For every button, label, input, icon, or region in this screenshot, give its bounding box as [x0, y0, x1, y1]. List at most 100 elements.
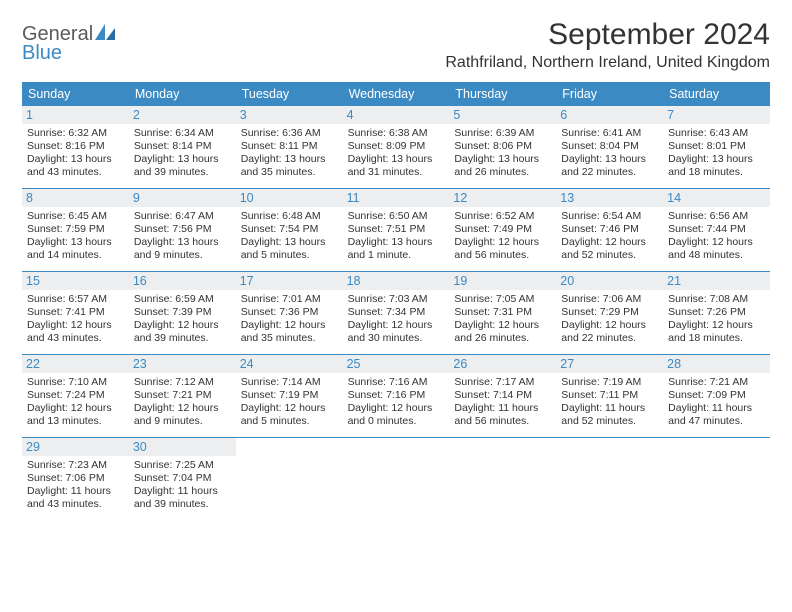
- calendar-cell: 1Sunrise: 6:32 AMSunset: 8:16 PMDaylight…: [22, 106, 129, 188]
- date-number: 6: [556, 106, 663, 124]
- calendar-week: 1Sunrise: 6:32 AMSunset: 8:16 PMDaylight…: [22, 106, 770, 189]
- daylight-text: Daylight: 12 hours and 48 minutes.: [668, 236, 765, 262]
- date-number: 11: [343, 189, 450, 207]
- sunset-text: Sunset: 7:16 PM: [348, 389, 445, 402]
- sunrise-text: Sunrise: 7:12 AM: [134, 376, 231, 389]
- sunrise-text: Sunrise: 7:23 AM: [27, 459, 124, 472]
- weekday-label: Wednesday: [343, 82, 450, 106]
- daylight-text: Daylight: 11 hours and 52 minutes.: [561, 402, 658, 428]
- calendar-cell: 11Sunrise: 6:50 AMSunset: 7:51 PMDayligh…: [343, 189, 450, 271]
- sunset-text: Sunset: 7:34 PM: [348, 306, 445, 319]
- calendar-cell: .: [449, 438, 556, 520]
- sunrise-text: Sunrise: 6:36 AM: [241, 127, 338, 140]
- date-number: 26: [449, 355, 556, 373]
- location-subtitle: Rathfriland, Northern Ireland, United Ki…: [445, 54, 770, 72]
- weekday-label: Tuesday: [236, 82, 343, 106]
- calendar-week: 8Sunrise: 6:45 AMSunset: 7:59 PMDaylight…: [22, 189, 770, 272]
- calendar-cell: 6Sunrise: 6:41 AMSunset: 8:04 PMDaylight…: [556, 106, 663, 188]
- sunrise-text: Sunrise: 6:39 AM: [454, 127, 551, 140]
- calendar-cell: .: [663, 438, 770, 520]
- calendar-cell: 27Sunrise: 7:19 AMSunset: 7:11 PMDayligh…: [556, 355, 663, 437]
- date-number: 25: [343, 355, 450, 373]
- sunset-text: Sunset: 8:16 PM: [27, 140, 124, 153]
- daylight-text: Daylight: 13 hours and 31 minutes.: [348, 153, 445, 179]
- calendar-cell: 26Sunrise: 7:17 AMSunset: 7:14 PMDayligh…: [449, 355, 556, 437]
- daylight-text: Daylight: 11 hours and 56 minutes.: [454, 402, 551, 428]
- daylight-text: Daylight: 12 hours and 0 minutes.: [348, 402, 445, 428]
- date-number: 4: [343, 106, 450, 124]
- daylight-text: Daylight: 12 hours and 22 minutes.: [561, 319, 658, 345]
- daylight-text: Daylight: 13 hours and 39 minutes.: [134, 153, 231, 179]
- weekday-header: Sunday Monday Tuesday Wednesday Thursday…: [22, 82, 770, 106]
- date-number: 23: [129, 355, 236, 373]
- weekday-label: Sunday: [22, 82, 129, 106]
- sunrise-text: Sunrise: 7:06 AM: [561, 293, 658, 306]
- calendar-cell: .: [236, 438, 343, 520]
- date-number: 15: [22, 272, 129, 290]
- sunset-text: Sunset: 7:21 PM: [134, 389, 231, 402]
- sunset-text: Sunset: 7:09 PM: [668, 389, 765, 402]
- sunrise-text: Sunrise: 6:57 AM: [27, 293, 124, 306]
- daylight-text: Daylight: 12 hours and 9 minutes.: [134, 402, 231, 428]
- sunrise-text: Sunrise: 7:21 AM: [668, 376, 765, 389]
- sunrise-text: Sunrise: 6:50 AM: [348, 210, 445, 223]
- sunrise-text: Sunrise: 6:52 AM: [454, 210, 551, 223]
- date-number: 29: [22, 438, 129, 456]
- date-number: 20: [556, 272, 663, 290]
- calendar-cell: 21Sunrise: 7:08 AMSunset: 7:26 PMDayligh…: [663, 272, 770, 354]
- date-number: 5: [449, 106, 556, 124]
- daylight-text: Daylight: 12 hours and 56 minutes.: [454, 236, 551, 262]
- sunrise-text: Sunrise: 6:59 AM: [134, 293, 231, 306]
- date-number: 21: [663, 272, 770, 290]
- daylight-text: Daylight: 12 hours and 18 minutes.: [668, 319, 765, 345]
- date-number: 16: [129, 272, 236, 290]
- sunset-text: Sunset: 7:06 PM: [27, 472, 124, 485]
- sunrise-text: Sunrise: 6:47 AM: [134, 210, 231, 223]
- calendar-cell: 8Sunrise: 6:45 AMSunset: 7:59 PMDaylight…: [22, 189, 129, 271]
- calendar-cell: 10Sunrise: 6:48 AMSunset: 7:54 PMDayligh…: [236, 189, 343, 271]
- daylight-text: Daylight: 13 hours and 9 minutes.: [134, 236, 231, 262]
- daylight-text: Daylight: 13 hours and 5 minutes.: [241, 236, 338, 262]
- daylight-text: Daylight: 12 hours and 52 minutes.: [561, 236, 658, 262]
- page-title: September 2024: [445, 18, 770, 52]
- calendar-cell: 24Sunrise: 7:14 AMSunset: 7:19 PMDayligh…: [236, 355, 343, 437]
- sunset-text: Sunset: 7:24 PM: [27, 389, 124, 402]
- sunrise-text: Sunrise: 6:48 AM: [241, 210, 338, 223]
- header: General Blue September 2024 Rathfriland,…: [22, 18, 770, 72]
- date-number: 7: [663, 106, 770, 124]
- date-number: 8: [22, 189, 129, 207]
- daylight-text: Daylight: 11 hours and 47 minutes.: [668, 402, 765, 428]
- sunset-text: Sunset: 7:36 PM: [241, 306, 338, 319]
- daylight-text: Daylight: 11 hours and 39 minutes.: [134, 485, 231, 511]
- logo-word2: Blue: [22, 42, 62, 64]
- daylight-text: Daylight: 12 hours and 5 minutes.: [241, 402, 338, 428]
- sunset-text: Sunset: 7:04 PM: [134, 472, 231, 485]
- calendar: Sunday Monday Tuesday Wednesday Thursday…: [22, 82, 770, 520]
- sunset-text: Sunset: 8:01 PM: [668, 140, 765, 153]
- sunrise-text: Sunrise: 6:38 AM: [348, 127, 445, 140]
- daylight-text: Daylight: 12 hours and 26 minutes.: [454, 319, 551, 345]
- sunrise-text: Sunrise: 6:43 AM: [668, 127, 765, 140]
- calendar-cell: 12Sunrise: 6:52 AMSunset: 7:49 PMDayligh…: [449, 189, 556, 271]
- calendar-cell: 29 Sunrise: 7:23 AMSunset: 7:06 PMDayligh…: [22, 438, 129, 520]
- date-number: 17: [236, 272, 343, 290]
- sunrise-text: Sunrise: 7:05 AM: [454, 293, 551, 306]
- sunrise-text: Sunrise: 6:45 AM: [27, 210, 124, 223]
- logo-sail-icon: [95, 24, 115, 40]
- date-number: 28: [663, 355, 770, 373]
- calendar-cell: 20Sunrise: 7:06 AMSunset: 7:29 PMDayligh…: [556, 272, 663, 354]
- sunset-text: Sunset: 7:26 PM: [668, 306, 765, 319]
- sunset-text: Sunset: 7:49 PM: [454, 223, 551, 236]
- calendar-cell: 3Sunrise: 6:36 AMSunset: 8:11 PMDaylight…: [236, 106, 343, 188]
- calendar-cell: 15Sunrise: 6:57 AMSunset: 7:41 PMDayligh…: [22, 272, 129, 354]
- sunrise-text: Sunrise: 7:01 AM: [241, 293, 338, 306]
- sunrise-text: Sunrise: 7:16 AM: [348, 376, 445, 389]
- daylight-text: Daylight: 11 hours and 43 minutes.: [27, 485, 124, 511]
- date-number: 13: [556, 189, 663, 207]
- sunrise-text: Sunrise: 7:25 AM: [134, 459, 231, 472]
- date-number: 24: [236, 355, 343, 373]
- sunrise-text: Sunrise: 7:17 AM: [454, 376, 551, 389]
- calendar-cell: 13Sunrise: 6:54 AMSunset: 7:46 PMDayligh…: [556, 189, 663, 271]
- daylight-text: Daylight: 13 hours and 14 minutes.: [27, 236, 124, 262]
- date-number: 1: [22, 106, 129, 124]
